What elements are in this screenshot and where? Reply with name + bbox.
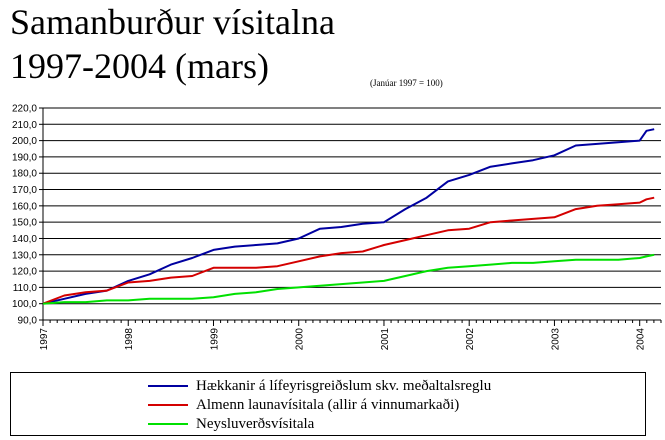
line-chart: 90,0 100,0 110,0 120,0 130,0 140,0 150,0 160,0 1… [12,104,662,351]
x-tick-label: 2002 [465,328,476,351]
legend-swatch-wage [148,404,188,406]
y-tick-label: 110,0 [13,283,38,294]
legend-label-cpi: Neysluverðsvísitala [196,415,315,432]
x-tick-label: 1997 [39,328,50,351]
x-tick-label: 2000 [295,328,306,351]
y-tick-label: 100,0 [12,299,37,310]
series-line-3 [42,253,655,305]
y-tick-label: 180,0 [12,169,37,180]
y-tick-label: 170,0 [12,185,37,196]
y-tick-label: 200,0 [12,136,37,147]
y-tick-label: 220,0 [12,104,37,115]
legend-label-wage: Almenn launavísitala (allir á vinnumarka… [196,396,460,413]
legend-label-pension: Hækkanir á lífeyrisgreiðslum skv. meðalt… [196,377,492,394]
y-tick-label: 140,0 [12,234,37,245]
y-tick-label: 210,0 [12,120,37,131]
x-tick-label: 1999 [209,328,220,351]
y-tick-label: 120,0 [12,267,37,278]
chart-title-line-1: Samanburður vísitalna [10,2,335,42]
x-tick-label: 2001 [380,328,391,351]
series-line-1 [42,128,655,305]
legend-swatch-pension [148,385,188,387]
x-tick-label: 2003 [550,328,561,351]
y-tick-label: 150,0 [12,218,37,229]
y-tick-label: 90,0 [18,316,38,327]
chart-title-line-2: 1997-2004 (mars) [10,46,269,86]
chart-legend: Hækkanir á lífeyrisgreiðslum skv. meðalt… [10,372,646,436]
y-tick-label: 130,0 [12,250,37,261]
legend-entry-cpi: Neysluverðsvísitala [148,415,314,433]
legend-entry-pension: Hækkanir á lífeyrisgreiðslum skv. meðalt… [148,377,491,395]
legend-entry-wage: Almenn launavísitala (allir á vinnumarka… [148,396,459,414]
y-tick-label: 160,0 [12,201,37,212]
y-tick-label: 190,0 [12,152,37,163]
x-tick-label: 1998 [124,328,135,351]
chart-subtitle: (Janúar 1997 = 100) [370,78,443,88]
legend-swatch-cpi [148,423,188,425]
series-line-2 [42,196,655,305]
x-tick-label: 2004 [636,328,647,351]
